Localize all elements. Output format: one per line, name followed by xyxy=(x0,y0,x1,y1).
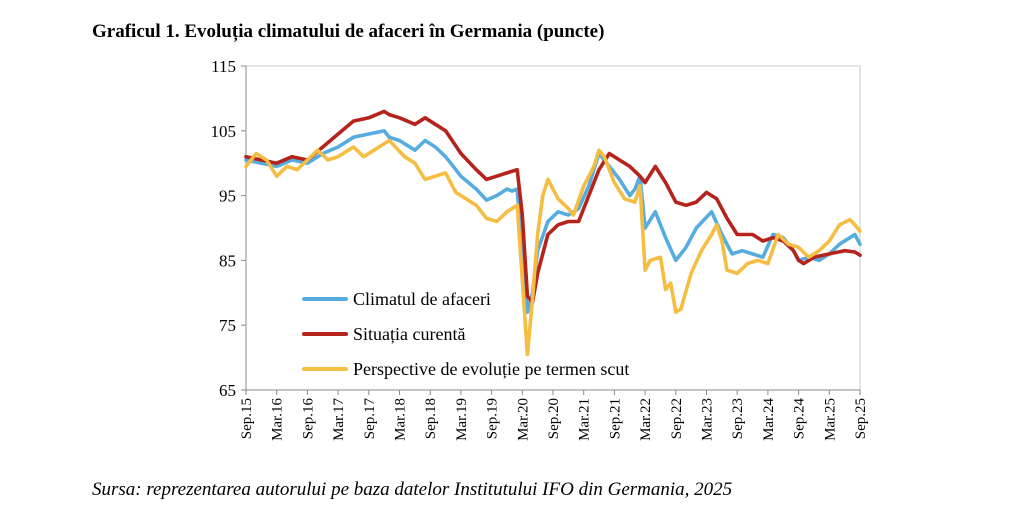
x-tick-label: Sep.20 xyxy=(546,398,562,439)
y-tick-label: 75 xyxy=(219,316,236,335)
legend: Climatul de afaceri Situația curentă Persp… xyxy=(302,289,629,379)
x-tick-label: Mar.22 xyxy=(638,398,654,441)
x-tick-label: Sep.16 xyxy=(300,398,316,440)
x-tick-label: Sep.21 xyxy=(607,398,623,439)
x-tick-label: Mar.20 xyxy=(515,398,531,441)
legend-label-2: Situația curentă xyxy=(353,324,465,344)
x-tick-label: Sep.23 xyxy=(730,398,746,439)
y-tick-label: 115 xyxy=(211,57,236,76)
legend-label-1: Climatul de afaceri xyxy=(353,289,491,309)
chart-source-note: Sursa: reprezentarea autorului pe baza d… xyxy=(92,479,733,500)
series-line-3 xyxy=(244,138,862,357)
y-tick-label: 65 xyxy=(219,381,236,400)
x-tick-label: Mar.24 xyxy=(761,398,777,441)
chart-title: Graficul 1. Evoluția climatului de aface… xyxy=(92,21,605,42)
legend-label-3: Perspective de evoluție pe termen scut xyxy=(353,359,629,379)
y-tick-label: 95 xyxy=(219,187,236,206)
x-tick-label: Mar.23 xyxy=(700,398,716,441)
y-tick-label: 105 xyxy=(211,122,237,141)
x-tick-label: Sep.18 xyxy=(423,398,439,439)
x-tick-label: Mar.19 xyxy=(454,398,470,441)
x-tick-label: Sep.22 xyxy=(669,398,685,439)
x-tick-label: Sep.24 xyxy=(792,398,808,440)
x-axis-ticks: Sep.15 Mar.16 Sep.16 Mar.17 Sep.17 Mar.18 Sep.… xyxy=(239,390,869,441)
x-tick-label: Sep.15 xyxy=(239,398,255,439)
x-tick-label: Sep.25 xyxy=(853,398,869,439)
x-tick-label: Mar.16 xyxy=(270,398,286,441)
y-axis-ticks: 65 75 85 95 105 115 xyxy=(211,57,246,400)
x-tick-label: Mar.18 xyxy=(393,398,409,441)
x-tick-label: Sep.17 xyxy=(362,398,378,440)
x-tick-label: Mar.25 xyxy=(822,398,838,441)
x-tick-label: Sep.19 xyxy=(485,398,501,439)
series-line-1 xyxy=(244,129,862,315)
series-line-2 xyxy=(244,109,862,305)
x-tick-label: Mar.17 xyxy=(331,398,347,441)
x-tick-label: Mar.21 xyxy=(577,398,593,441)
y-tick-label: 85 xyxy=(219,251,236,270)
series-lines xyxy=(244,109,862,357)
